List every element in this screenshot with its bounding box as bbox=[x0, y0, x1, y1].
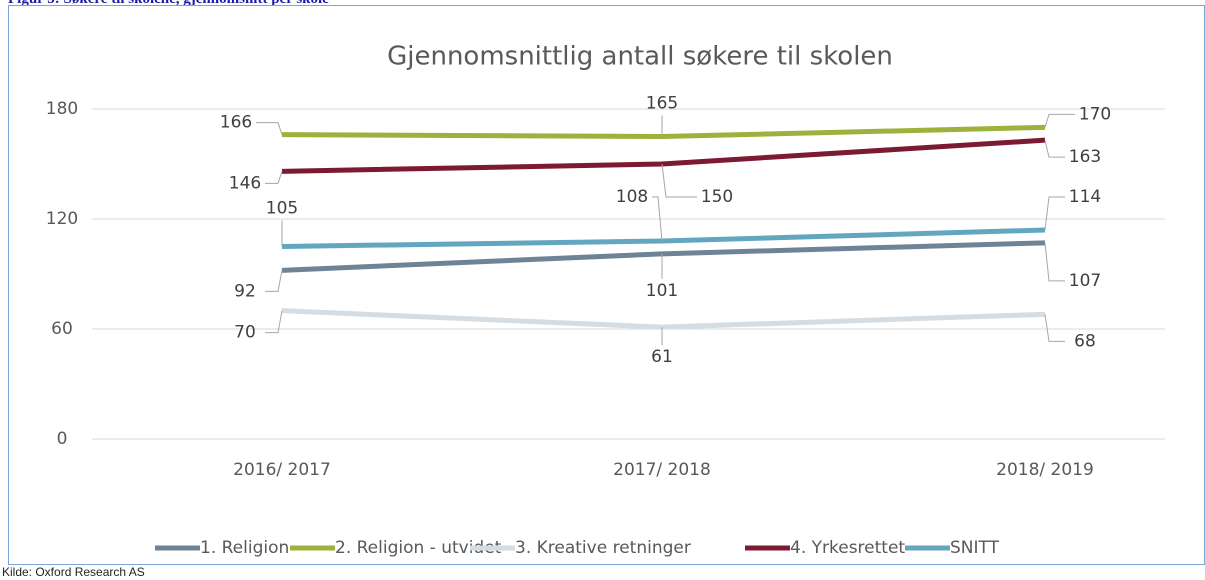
leader-line bbox=[1044, 113, 1075, 128]
source: Kilde: Oxford Research AS bbox=[2, 565, 145, 579]
leader-line bbox=[265, 270, 283, 292]
legend-label: 3. Kreative retninger bbox=[515, 538, 691, 558]
leader-line bbox=[1044, 196, 1065, 231]
leader-line bbox=[265, 171, 283, 184]
data-label: 108 bbox=[616, 187, 648, 207]
y-tick-label: 120 bbox=[46, 209, 78, 229]
legend-label: 4. Yrkesrettet bbox=[790, 538, 905, 558]
data-label: 107 bbox=[1069, 271, 1101, 291]
series-line bbox=[281, 124, 1046, 139]
chart-frame bbox=[8, 5, 1205, 565]
series-line bbox=[281, 308, 1046, 330]
data-label: 101 bbox=[646, 281, 678, 301]
x-tick-label: 2016/ 2017 bbox=[233, 460, 331, 480]
y-tick-label: 180 bbox=[46, 99, 78, 119]
chart-title: Gjennomsnittlig antall søkere til skolen bbox=[387, 42, 893, 72]
x-tick-label: 2018/ 2019 bbox=[996, 460, 1094, 480]
legend-label: SNITT bbox=[950, 538, 1000, 558]
leader-line bbox=[1044, 314, 1065, 342]
data-label: 165 bbox=[646, 94, 678, 114]
data-label: 146 bbox=[229, 173, 261, 193]
leader-line bbox=[1044, 242, 1065, 282]
data-label: 166 bbox=[220, 113, 252, 133]
data-label: 163 bbox=[1069, 147, 1101, 167]
leader-line bbox=[661, 163, 697, 198]
data-label: 68 bbox=[1074, 331, 1096, 351]
leader-line bbox=[1044, 140, 1065, 158]
data-label: 61 bbox=[651, 347, 673, 367]
chart: Gjennomsnittlig antall søkere til skolen… bbox=[8, 5, 1205, 565]
series-line bbox=[281, 137, 1046, 174]
y-tick-label: 60 bbox=[51, 319, 73, 339]
data-label: 114 bbox=[1069, 187, 1101, 207]
legend-label: 2. Religion - utvidet bbox=[335, 538, 502, 558]
data-label: 105 bbox=[266, 199, 298, 219]
legend-label: 1. Religion bbox=[200, 538, 289, 558]
x-tick-label: 2017/ 2018 bbox=[613, 460, 711, 480]
data-label: 150 bbox=[701, 187, 733, 207]
figure-caption: Figur 5: Søkere til skolene, gjennomsnit… bbox=[8, 0, 329, 8]
leader-line bbox=[652, 196, 663, 242]
data-label: 70 bbox=[234, 323, 256, 343]
data-label: 170 bbox=[1079, 104, 1111, 124]
y-tick-label: 0 bbox=[57, 429, 68, 449]
leader-line bbox=[265, 310, 283, 334]
data-label: 92 bbox=[234, 281, 256, 301]
leader-line bbox=[256, 122, 283, 135]
